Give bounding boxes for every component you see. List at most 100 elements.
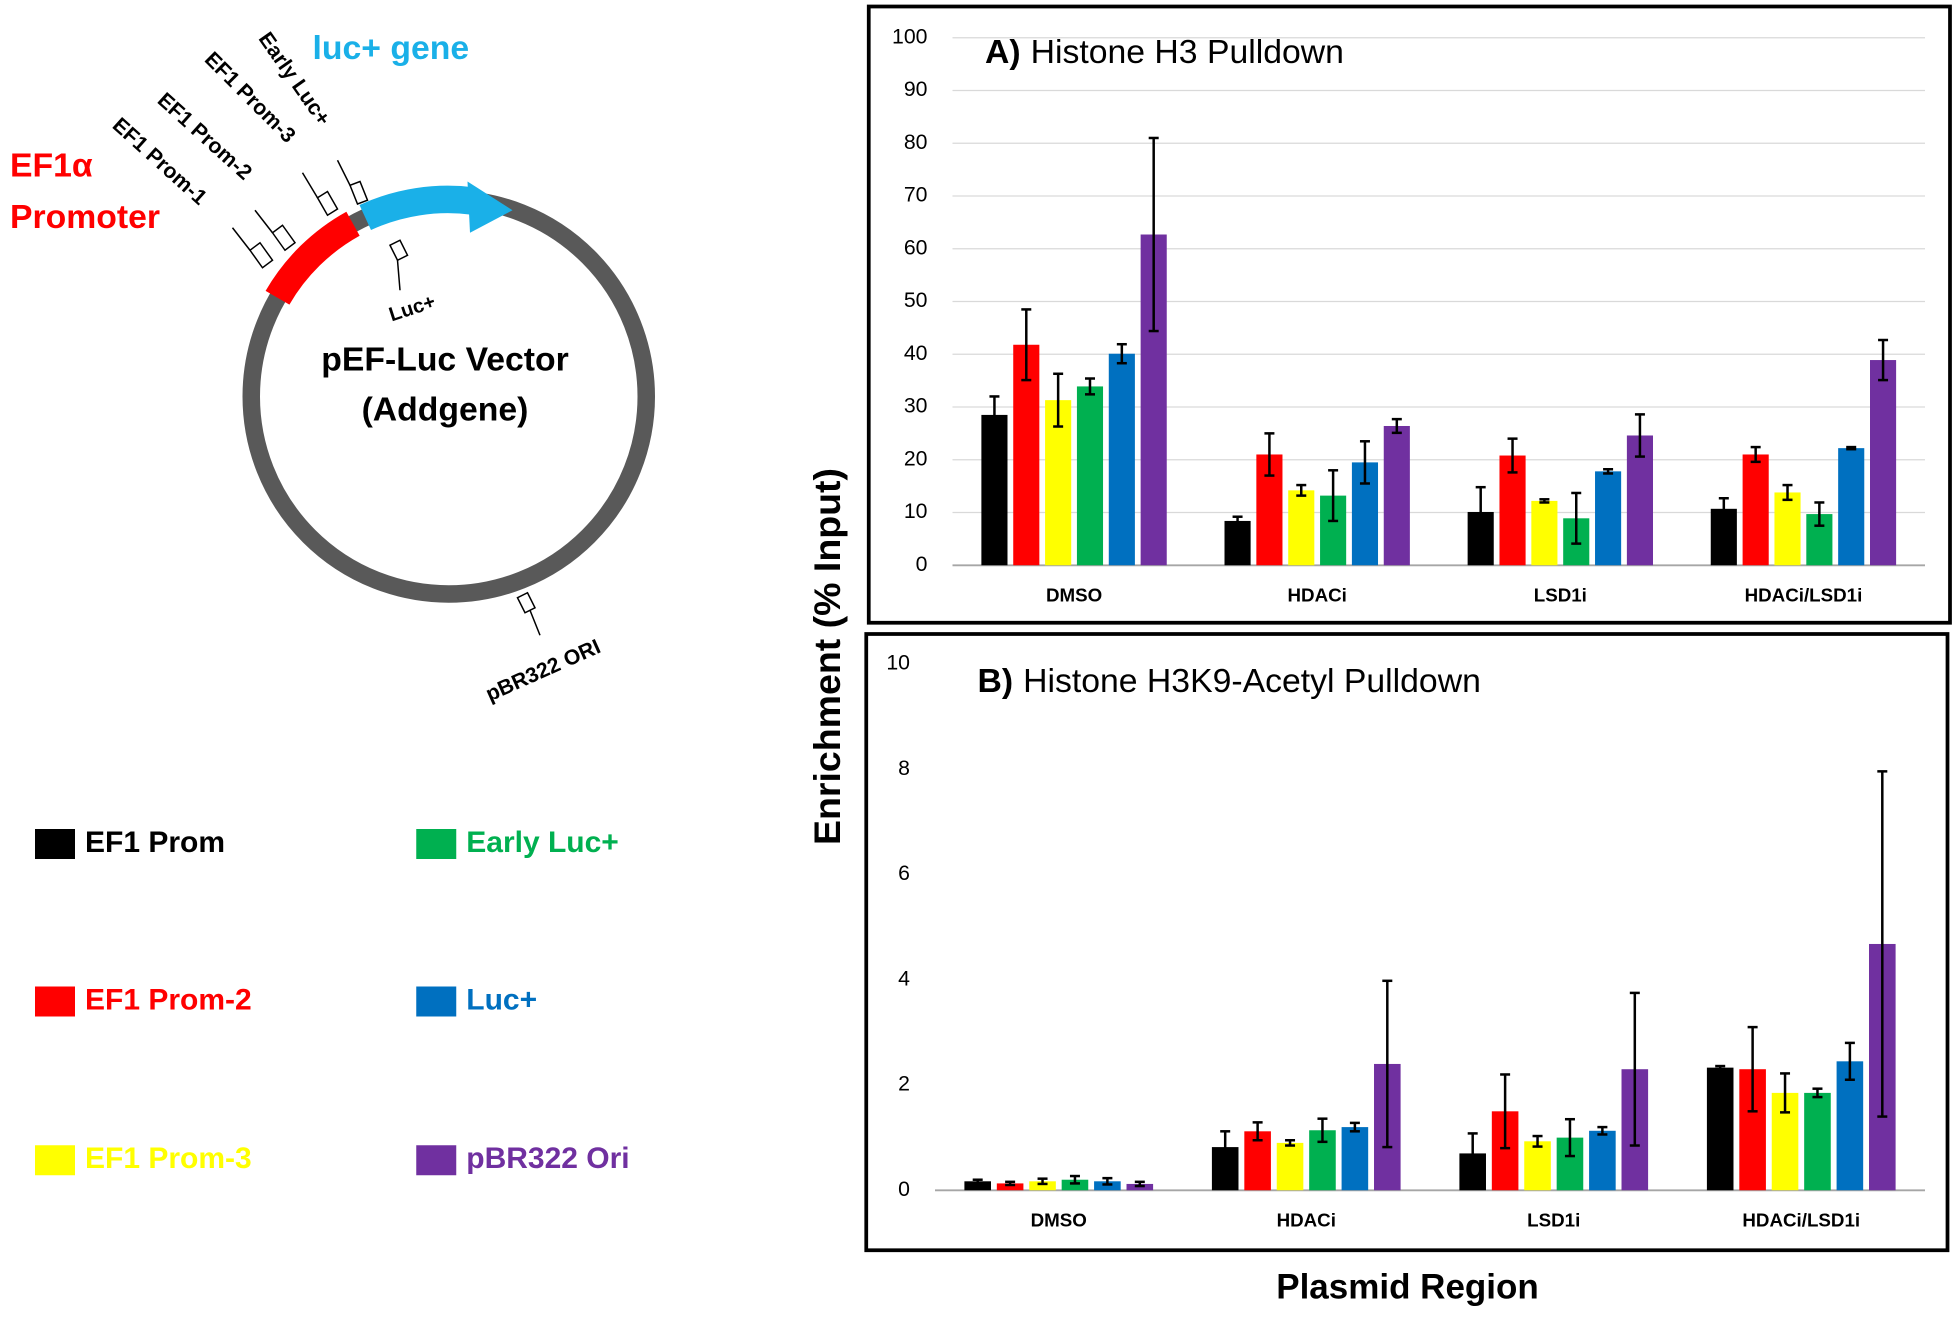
bar bbox=[1076, 386, 1104, 566]
error-bar bbox=[1134, 1180, 1145, 1188]
chart-title: B) Histone H3K9-Acetyl Pulldown bbox=[978, 662, 1481, 700]
bar bbox=[1742, 454, 1769, 566]
error-bar bbox=[1532, 1134, 1543, 1148]
error-bar bbox=[1467, 1132, 1478, 1175]
panel-frame bbox=[864, 632, 1950, 1253]
bar bbox=[981, 414, 1008, 566]
bar bbox=[1108, 353, 1135, 566]
bar bbox=[1774, 492, 1801, 566]
error-bar bbox=[1349, 1121, 1360, 1133]
site-label: Luc+ bbox=[386, 291, 438, 327]
promoter-label: Promoter bbox=[10, 198, 160, 236]
y-tick-label: 0 bbox=[898, 1177, 910, 1201]
legend-label: pBR322 Ori bbox=[466, 1142, 629, 1175]
error-bar bbox=[1814, 501, 1825, 527]
vector-source: (Addgene) bbox=[362, 390, 529, 428]
promoter-arc bbox=[265, 211, 360, 305]
gene-arrowhead bbox=[467, 181, 513, 233]
y-tick-label: 4 bbox=[898, 966, 910, 990]
error-bar bbox=[1507, 437, 1518, 474]
bar bbox=[1276, 1142, 1304, 1191]
y-tick-label: 50 bbox=[904, 288, 928, 312]
chart-title: A) Histone H3 Pulldown bbox=[985, 33, 1344, 71]
panel-letter: A) bbox=[985, 33, 1021, 71]
y-tick-label: 8 bbox=[898, 756, 910, 780]
y-tick-label: 30 bbox=[904, 394, 928, 418]
y-tick-label: 2 bbox=[898, 1072, 910, 1096]
error-bar bbox=[1021, 308, 1032, 382]
error-bar bbox=[1116, 342, 1127, 365]
error-bar bbox=[1264, 432, 1275, 477]
legend-swatch bbox=[35, 986, 75, 1017]
title-text: Histone H3K9-Acetyl Pulldown bbox=[1023, 662, 1481, 700]
error-bar bbox=[1877, 770, 1888, 1118]
x-tick-label: LSD1i bbox=[1527, 1209, 1580, 1230]
legend-swatch bbox=[35, 829, 75, 859]
bar bbox=[1804, 1092, 1831, 1191]
error-bar bbox=[1539, 498, 1550, 504]
x-axis-label: Plasmid Region bbox=[1276, 1267, 1539, 1306]
error-bar bbox=[1747, 1025, 1758, 1113]
y-tick-label: 70 bbox=[904, 183, 928, 207]
bar bbox=[1224, 520, 1251, 566]
error-bar bbox=[1571, 491, 1582, 545]
bar bbox=[1499, 455, 1526, 566]
error-bar bbox=[1328, 469, 1339, 523]
error-bar bbox=[1037, 1177, 1048, 1186]
panel-letter: B) bbox=[978, 662, 1014, 700]
error-bar bbox=[1391, 417, 1402, 435]
bar bbox=[1836, 1061, 1864, 1191]
error-bar bbox=[989, 395, 1000, 435]
bar bbox=[1870, 360, 1897, 566]
site-markers bbox=[231, 159, 541, 636]
promoter-label: EF1α bbox=[10, 147, 93, 185]
y-tick-label: 10 bbox=[886, 651, 910, 675]
y-tick-label: 80 bbox=[904, 130, 928, 154]
title-text: Histone H3 Pulldown bbox=[1031, 33, 1344, 71]
error-bar bbox=[1750, 445, 1761, 464]
x-tick-label: HDACi/LSD1i bbox=[1742, 1209, 1860, 1230]
error-bar bbox=[972, 1178, 983, 1185]
error-bar bbox=[1069, 1174, 1080, 1185]
error-bar bbox=[1005, 1180, 1016, 1187]
error-bar bbox=[1102, 1176, 1113, 1186]
x-tick-label: DMSO bbox=[1046, 584, 1102, 605]
x-tick-label: DMSO bbox=[1031, 1209, 1087, 1230]
site-label: pBR322 ORI bbox=[482, 634, 604, 706]
legend-swatch bbox=[416, 1145, 457, 1176]
bar bbox=[1589, 1130, 1616, 1191]
legend-label: EF1 Prom-2 bbox=[85, 983, 252, 1016]
error-bar bbox=[1629, 991, 1640, 1147]
error-bar bbox=[1634, 413, 1645, 458]
error-bar bbox=[1084, 377, 1095, 396]
bar bbox=[996, 1183, 1024, 1191]
error-bar bbox=[1317, 1117, 1328, 1144]
panel-frame bbox=[866, 4, 1952, 625]
error-bar bbox=[1812, 1087, 1823, 1099]
x-tick-label: HDACi bbox=[1288, 584, 1347, 605]
error-bar bbox=[1359, 440, 1370, 485]
error-bar bbox=[1500, 1073, 1511, 1150]
y-tick-label: 10 bbox=[904, 499, 928, 523]
error-bar bbox=[1232, 515, 1243, 527]
error-bar bbox=[1296, 483, 1307, 497]
error-bar bbox=[1148, 136, 1159, 333]
error-bar bbox=[1844, 1041, 1855, 1081]
error-bar bbox=[1782, 483, 1793, 502]
gene-label: luc+ gene bbox=[313, 29, 470, 67]
legend-label: Early Luc+ bbox=[466, 826, 619, 859]
y-tick-label: 100 bbox=[892, 24, 927, 48]
x-tick-label: LSD1i bbox=[1534, 584, 1587, 605]
error-bar bbox=[1846, 445, 1857, 451]
bar bbox=[1595, 471, 1622, 566]
error-bar bbox=[1603, 467, 1614, 475]
y-tick-label: 90 bbox=[904, 77, 928, 101]
error-bar bbox=[1597, 1125, 1608, 1136]
bar bbox=[1524, 1141, 1551, 1191]
bar bbox=[1838, 448, 1865, 566]
error-bar bbox=[1285, 1139, 1296, 1147]
bar bbox=[1383, 425, 1410, 566]
vector-name: pEF-Luc Vector bbox=[321, 340, 569, 378]
error-bar bbox=[1715, 1064, 1726, 1071]
